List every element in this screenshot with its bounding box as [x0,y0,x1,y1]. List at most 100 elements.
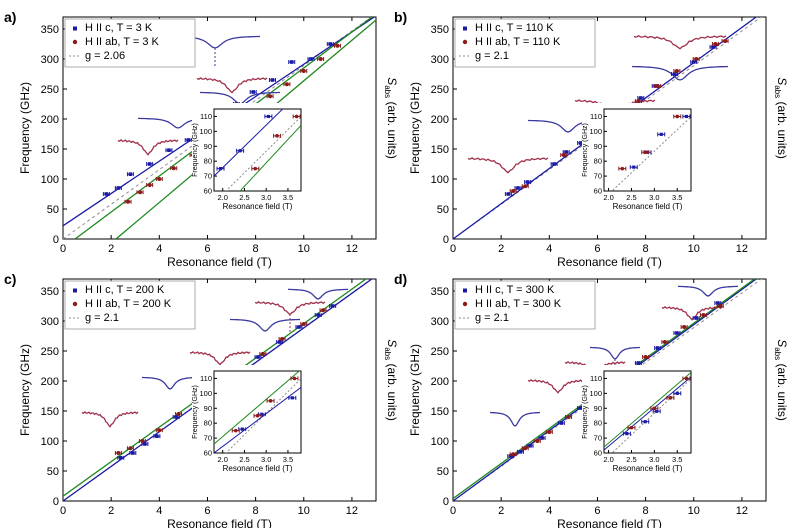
y-tick-label: 250 [41,346,59,358]
inset-y-tick-label: 100 [589,127,602,136]
plot-frame [62,278,377,502]
inset-data-point-ab [253,166,258,171]
inset-data-point-ab [643,150,648,155]
right-label-rest: (arb. units) [775,98,789,159]
y-tick-label: 100 [41,436,59,448]
data-point-c [270,78,275,82]
data-point-c [636,361,641,365]
absorption-spectrum [254,300,326,316]
absorption-spectrum [467,157,549,174]
inset: 2.0 2.5 3.0 3.5 60 70 80 90 100 110 Resonance fiel… [192,103,305,211]
inset-data-point-ab [684,376,689,381]
inset-data-point-ab [268,399,273,403]
inset-fit-line [214,371,301,445]
data-point-ab [284,82,289,87]
legend-label-ab: H II ab, T = 3 K [85,36,160,48]
data-point-c [174,415,178,419]
y-tick-label: 0 [443,496,449,508]
data-point-ab [126,199,131,204]
data-point-ab [674,69,679,73]
data-point-c [655,346,660,350]
absorption-spectrum [189,350,251,366]
data-point-ab [128,446,133,451]
absorption-spectrum [196,77,268,94]
right-label-rest: (arb. units) [775,360,789,421]
legend-label-g: g = 2.1 [85,312,119,324]
y-tick-label: 350 [431,24,449,36]
absorption-spectrum [633,35,727,50]
y-tick-label: 250 [431,84,449,96]
x-axis-label: Resonance field (T) [167,255,272,269]
inset-x-axis-label: Resonance field (T) [223,464,293,473]
y-tick-label: 200 [41,376,59,388]
inset-y-tick-label: 90 [204,142,212,151]
x-tick-label: 6 [594,505,600,517]
x-tick-label: 6 [594,243,600,255]
inset: 2.0 2.5 3.0 3.5 60 70 80 90 100 110 Resonance fiel… [192,365,305,473]
right-label-s: S [385,339,399,347]
y-tick-label: 150 [431,406,449,418]
y-axis-label: Frequency (GHz) [18,344,32,436]
inset-y-tick-label: 70 [594,172,602,181]
legend-marker-ab [72,301,78,307]
x-tick-label: 0 [60,243,66,255]
right-label-sub: abs [383,347,392,360]
data-point-c [578,406,583,410]
inset-data-point-c [290,396,294,400]
y-tick-label: 200 [431,376,449,388]
y-tick-label: 300 [41,54,59,66]
x-tick-label: 2 [498,243,504,255]
inset-bg [192,365,305,473]
x-tick-label: 8 [253,243,259,255]
inset-x-axis-label: Resonance field (T) [223,202,293,211]
x-tick-label: 8 [253,505,259,517]
inset: 2.0 2.5 3.0 3.5 60 70 80 90 100 110 Resonance fiel… [582,103,695,211]
inset-y-tick-label: 90 [594,404,602,413]
inset-y-tick-label: 60 [594,449,602,458]
data-point-c [104,192,109,196]
data-point-c [675,331,679,335]
data-point-c [297,325,301,329]
inset-x-tick-label: 2.0 [603,455,613,464]
data-point-c [167,148,171,152]
data-point-c [711,45,715,49]
inset-x-tick-label: 3.0 [261,193,271,202]
x-tick-label: 12 [346,505,358,517]
data-point-c [316,313,321,317]
data-point-ab [171,166,176,171]
legend: H II c, T = 300 K H II ab, T = 300 K g = 2… [454,280,596,330]
plot-frame [62,16,377,240]
absorption-spectrum [590,346,640,360]
x-tick-label: 6 [204,243,210,255]
data-point-ab [321,308,326,313]
data-point-c [289,60,294,64]
data-point-c [525,180,530,184]
inset-x-tick-label: 2.5 [239,455,249,464]
data-point-ab [511,452,516,457]
data-point-ab [561,153,566,157]
right-label-sub: abs [383,85,392,98]
data-point-c [559,421,564,425]
data-point-ab [535,439,540,443]
inset-data-point-c [625,432,629,436]
inset-x-tick-label: 3.5 [672,455,682,464]
inset-frame [213,370,302,454]
y-tick-label: 150 [41,406,59,418]
inset-x-tick-label: 2.5 [626,193,636,202]
x-tick-label: 2 [108,243,114,255]
panel-label: c) [4,271,16,287]
inset-data-point-ab [233,428,238,433]
x-tick-label: 4 [156,505,162,517]
data-point-c [328,42,333,46]
y-tick-label: 0 [53,496,59,508]
x-tick-label: 2 [498,505,504,517]
inset-data-point-ab [629,425,634,430]
inset-data-point-c [643,420,647,424]
data-point-ab [718,304,723,308]
legend: H II c, T = 3 K H II ab, T = 3 K g = 2.06 [64,18,196,68]
inset-plot-area [611,114,691,191]
y-tick-label: 350 [41,24,59,36]
absorption-spectrum [117,139,179,156]
inset-x-tick-label: 2.5 [239,193,249,202]
data-point-c [691,60,696,64]
